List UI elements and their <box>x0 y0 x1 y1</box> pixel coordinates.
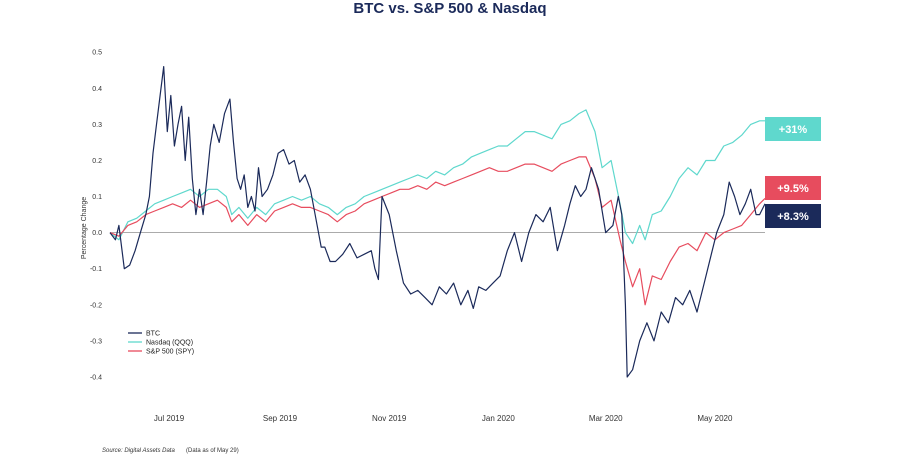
y-tick-label: -0.2 <box>90 302 102 309</box>
legend-label: Nasdaq (QQQ) <box>146 340 193 347</box>
y-tick-label: -0.1 <box>90 266 102 273</box>
legend-label: S&P 500 (SPY) <box>146 349 194 356</box>
x-tick-label: Mar 2020 <box>589 414 623 423</box>
y-tick-label: -0.4 <box>90 374 102 381</box>
y-tick-label: 0.1 <box>92 194 102 201</box>
x-tick-label: May 2020 <box>697 414 733 423</box>
series-line-nasdaq-qqq <box>109 109 765 245</box>
x-tick-label: Jan 2020 <box>482 414 515 423</box>
series-group <box>109 65 766 378</box>
end-label: +9.5% <box>765 176 821 200</box>
end-labels: +31% +9.5% +8.3% <box>765 117 821 228</box>
y-axis-label: Percentage Change <box>81 197 88 259</box>
y-tick-label: -0.3 <box>90 338 102 345</box>
series-line-btc <box>109 65 766 378</box>
data-date-note: (Data as of May 29) <box>186 448 239 454</box>
x-axis: Jul 2019 Sep 2019 Nov 2019 Jan 2020 Mar 2020… <box>154 414 733 423</box>
x-tick-label: Sep 2019 <box>263 414 298 423</box>
end-label-text: +9.5% <box>777 183 809 195</box>
end-label-box <box>765 176 821 200</box>
end-label: +31% <box>765 117 821 141</box>
y-tick-label: 0.4 <box>92 86 102 93</box>
y-axis: 0.5 0.4 0.3 0.2 0.1 0.0 -0.1 -0.2 -0.3 -0.4 <box>90 50 102 382</box>
end-label-text: +31% <box>779 124 808 136</box>
chart-title: BTC vs. S&P 500 & Nasdaq <box>353 0 546 17</box>
x-tick-label: Jul 2019 <box>154 414 185 423</box>
y-tick-label: 0.5 <box>92 50 102 57</box>
y-tick-label: 0.3 <box>92 122 102 129</box>
end-label-box <box>765 117 821 141</box>
end-label-box <box>765 204 821 228</box>
end-label-text: +8.3% <box>777 211 809 223</box>
source-note: Source: Digital Assets Data <box>102 448 175 454</box>
legend-label: BTC <box>146 331 160 338</box>
legend: BTC Nasdaq (QQQ) S&P 500 (SPY) <box>128 331 194 356</box>
y-tick-label: 0.0 <box>92 230 102 237</box>
series-line-s-p-500-spy <box>109 156 766 306</box>
x-tick-label: Nov 2019 <box>372 414 407 423</box>
y-tick-label: 0.2 <box>92 158 102 165</box>
end-label: +8.3% <box>765 204 821 228</box>
